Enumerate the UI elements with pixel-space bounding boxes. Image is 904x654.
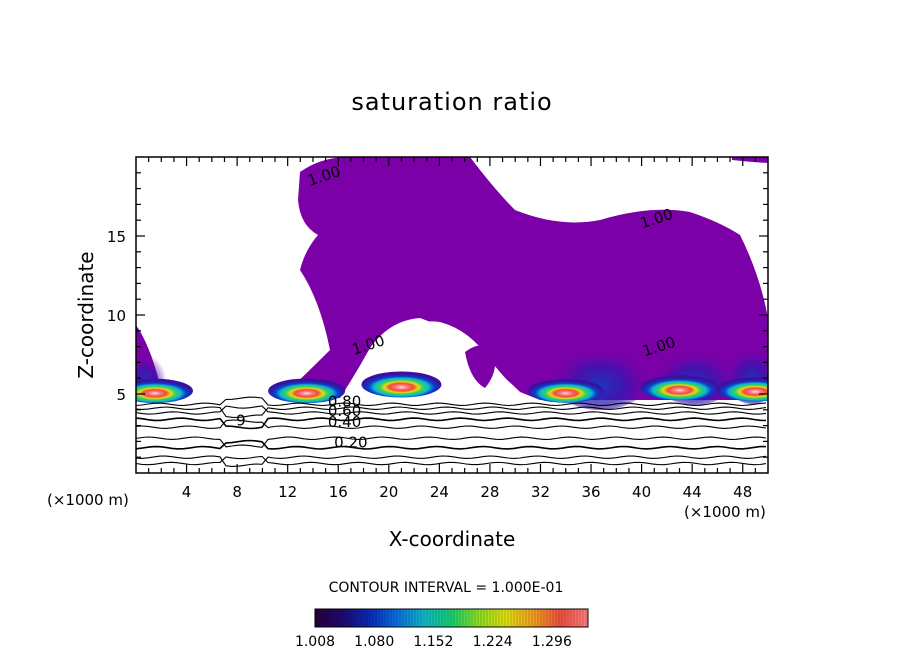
contour-label: 0.40 [328, 413, 361, 431]
x-tick-label: 24 [430, 483, 449, 501]
colorbar-stripes [315, 610, 587, 626]
colorbar-label: 1.008 [295, 634, 335, 650]
colorbar [314, 608, 589, 628]
contour-interval-text: CONTOUR INTERVAL = 1.000E-01 [329, 580, 564, 596]
cloud-core [528, 378, 604, 403]
contour-label: 9 [236, 412, 246, 430]
y-axis-label: Z-coordinate [74, 251, 98, 378]
colorbar-label: 1.080 [354, 634, 394, 650]
contour-line [136, 417, 767, 430]
contour-line [136, 419, 767, 429]
cloud-core [136, 378, 193, 404]
colorbar-label: 1.152 [413, 634, 453, 650]
contour-line [136, 455, 767, 466]
x-tick-label: 48 [733, 483, 752, 501]
saturated-region-main [280, 157, 768, 400]
x-tick-label: 36 [581, 483, 600, 501]
colorbar-label: 1.224 [473, 634, 513, 650]
contour-label: 0.80 [328, 393, 361, 411]
x-tick-label: 40 [632, 483, 651, 501]
saturated-region-top-right [732, 157, 768, 163]
cloud-core [640, 375, 719, 401]
x-tick-label: 16 [329, 483, 348, 501]
contour-line [136, 396, 767, 407]
chart-title: saturation ratio [351, 88, 553, 116]
y-tick-label: 15 [107, 228, 126, 246]
contour-label: 0.20 [334, 434, 367, 452]
x-tick-label: 12 [278, 483, 297, 501]
colorbar-labels: 1.008 1.080 1.152 1.224 1.296 [295, 634, 572, 650]
x-axis-label: X-coordinate [389, 527, 516, 551]
x-tick-label: 4 [182, 483, 192, 501]
colorbar-label: 1.296 [532, 634, 572, 650]
cloud-core [361, 371, 442, 398]
cloud-core [717, 377, 768, 402]
x-tick-label: 32 [531, 483, 550, 501]
axis-ticks [136, 157, 768, 473]
y-tick-label: 10 [107, 307, 126, 325]
x-unit-right: (×1000 m) [684, 503, 766, 521]
y-tick-label: 5 [116, 386, 126, 404]
x-tick-label: 8 [232, 483, 242, 501]
cloud-cores [136, 371, 768, 404]
x-tick-label: 20 [379, 483, 398, 501]
cloud-core [268, 378, 346, 404]
contour-lines [136, 396, 767, 467]
contour-line [136, 439, 766, 450]
x-tick-label: 44 [683, 483, 702, 501]
x-tick-label: 28 [480, 483, 499, 501]
saturated-blob [465, 345, 496, 388]
contour-line [136, 405, 767, 415]
contour-line [136, 455, 767, 467]
x-unit-left: (×1000 m) [47, 491, 129, 509]
contour-line [136, 406, 767, 418]
contour-label: 0.60 [328, 402, 361, 420]
plot-area [136, 157, 768, 467]
contour-line [136, 436, 767, 448]
